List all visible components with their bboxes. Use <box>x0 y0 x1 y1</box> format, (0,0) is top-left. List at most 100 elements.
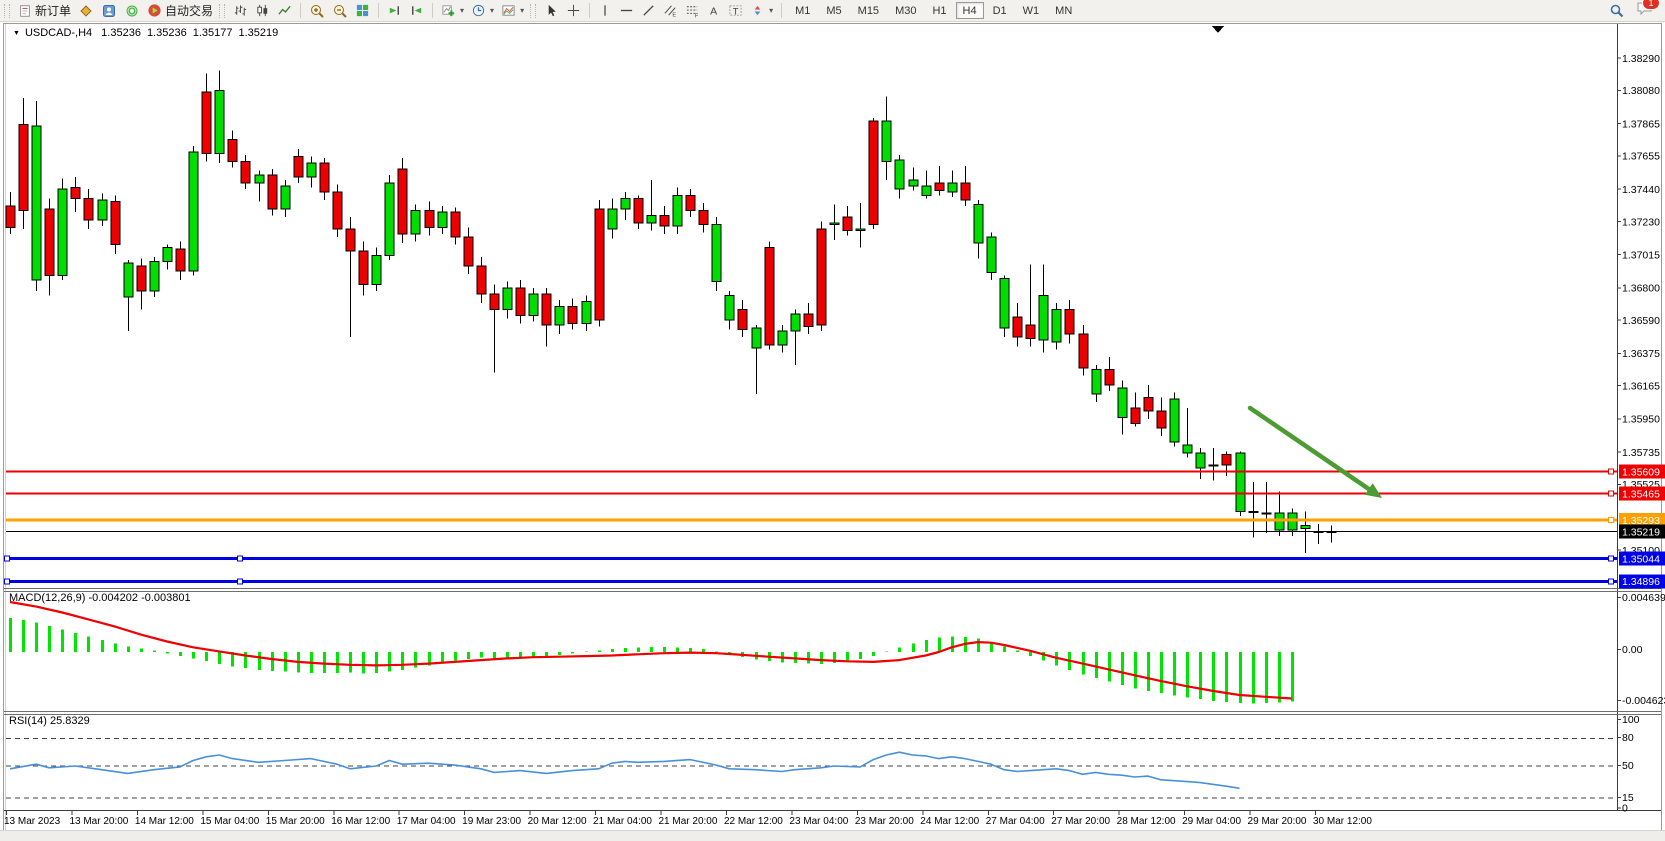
crosshair-button[interactable] <box>563 1 584 20</box>
toolbar-grip <box>219 3 226 18</box>
notifications-button[interactable]: 1 <box>1636 0 1660 21</box>
svg-text:15: 15 <box>1622 792 1634 804</box>
periods-button[interactable]: ▾ <box>468 1 497 20</box>
line-handle[interactable] <box>1608 517 1614 524</box>
text-button[interactable]: A <box>704 1 724 20</box>
hline-1.35465[interactable] <box>6 490 1617 497</box>
dropdown-caret-icon[interactable]: ▾ <box>769 5 774 15</box>
hline-1.35044[interactable] <box>4 555 1618 562</box>
bar-chart-button[interactable] <box>230 1 251 20</box>
price-badges: 1.35609 1.35465 1.35293 1.35044 1.34896 1.352… <box>1619 464 1665 589</box>
svg-text:1.35219: 1.35219 <box>1622 526 1660 538</box>
candlestick-chart-button[interactable] <box>252 1 273 20</box>
svg-text:23 Mar 04:00: 23 Mar 04:00 <box>789 816 848 827</box>
cursor-button[interactable] <box>541 1 562 20</box>
rsi-panel: 100 80 50 150 <box>6 714 1640 815</box>
tile-windows-button[interactable] <box>352 1 373 20</box>
toolbar-right: 1 <box>1606 0 1663 21</box>
collapse-icon[interactable]: ▼ <box>13 29 20 37</box>
svg-text:13 Mar 20:00: 13 Mar 20:00 <box>69 816 128 827</box>
dropdown-caret-icon[interactable]: ▾ <box>520 5 525 15</box>
templates-button[interactable]: ▾ <box>498 1 527 20</box>
svg-text:0: 0 <box>1622 803 1628 815</box>
quote-open: 1.35236 <box>101 27 141 39</box>
auto-trading-button[interactable]: 自动交易 <box>144 1 216 20</box>
equidistant-channel-button[interactable]: E <box>660 1 681 20</box>
market-watch-button[interactable] <box>75 1 97 20</box>
timeframe-button-m1[interactable]: M1 <box>788 2 817 19</box>
svg-text:15 Mar 04:00: 15 Mar 04:00 <box>200 816 259 827</box>
timeframe-button-w1[interactable]: W1 <box>1016 2 1047 19</box>
new-order-icon <box>18 4 32 18</box>
annotations[interactable] <box>1247 405 1382 498</box>
macd-signal-line <box>9 600 1292 700</box>
horizontal-lines[interactable] <box>4 468 1618 585</box>
line-handle[interactable] <box>1608 468 1614 475</box>
svg-text:1.38080: 1.38080 <box>1622 85 1660 97</box>
timeframe-button-m5[interactable]: M5 <box>819 2 848 19</box>
vertical-line-icon <box>598 3 612 18</box>
dropdown-caret-icon[interactable]: ▾ <box>460 5 465 15</box>
toolbar-separator <box>432 3 434 18</box>
zoom-out-button[interactable] <box>329 1 351 20</box>
line-handle[interactable] <box>1608 578 1614 585</box>
svg-text:1.37655: 1.37655 <box>1622 151 1660 163</box>
timeframe-button-m15[interactable]: M15 <box>851 2 886 19</box>
arrows-button[interactable]: ▾ <box>747 1 776 20</box>
hline-1.35609[interactable] <box>6 468 1617 475</box>
fibonacci-button[interactable]: F <box>682 1 703 20</box>
trend-arrow[interactable] <box>1247 405 1382 498</box>
signal-icon <box>124 3 140 19</box>
svg-text:1.35735: 1.35735 <box>1622 447 1660 459</box>
svg-text:100: 100 <box>1622 714 1640 726</box>
symbol-header[interactable]: ▼ USDCAD-,H4 1.35236 1.35236 1.35177 1.3… <box>13 27 284 39</box>
timeframe-button-h1[interactable]: H1 <box>925 2 953 19</box>
line-chart-button[interactable] <box>274 1 295 20</box>
timeframe-button-mn[interactable]: MN <box>1048 2 1079 19</box>
hline-1.35293[interactable] <box>6 517 1617 524</box>
line-handle[interactable] <box>4 578 10 585</box>
trendline-button[interactable] <box>638 1 659 20</box>
timeframe-toolbar: M1 M5 M15 M30 H1 H4 D1 W1 MN <box>787 2 1080 19</box>
macd-label: MACD(12,26,9) -0.004202 -0.003801 <box>9 592 191 604</box>
toolbar-separator <box>781 3 783 18</box>
hline-1.34896[interactable] <box>4 578 1618 585</box>
line-handle[interactable] <box>237 555 243 562</box>
text-label-button[interactable]: T <box>725 1 746 20</box>
chart-shift-button[interactable] <box>406 1 427 20</box>
search-button[interactable] <box>1606 1 1628 20</box>
indicators-icon <box>441 3 456 18</box>
dropdown-caret-icon[interactable]: ▾ <box>490 5 495 15</box>
svg-text:1.36590: 1.36590 <box>1622 315 1660 327</box>
timeframe-button-h4[interactable]: H4 <box>955 2 984 19</box>
line-handle[interactable] <box>4 555 10 562</box>
rsi-label: RSI(14) 25.8329 <box>9 715 90 727</box>
fibonacci-icon: F <box>685 3 700 18</box>
new-order-button[interactable]: 新订单 <box>15 1 74 20</box>
gold-diamond-icon <box>78 3 94 19</box>
chart-shift-icon <box>409 3 424 18</box>
line-handle[interactable] <box>1608 490 1614 497</box>
time-axis[interactable]: 13 Mar 2023 13 Mar 20:00 14 Mar 12:00 15 Ma… <box>4 810 1372 828</box>
crosshair-icon <box>566 3 581 18</box>
timeframe-button-d1[interactable]: D1 <box>986 2 1014 19</box>
zoom-in-button[interactable] <box>306 1 328 20</box>
indicators-button[interactable]: ▾ <box>438 1 467 20</box>
svg-text:29 Mar 04:00: 29 Mar 04:00 <box>1182 816 1241 827</box>
auto-trading-label: 自动交易 <box>165 4 214 18</box>
trendline-icon <box>641 3 656 18</box>
svg-text:1.37230: 1.37230 <box>1622 216 1660 228</box>
timeframe-button-m30[interactable]: M30 <box>888 2 923 19</box>
signal-button[interactable] <box>121 1 143 20</box>
horizontal-line-button[interactable] <box>616 1 637 20</box>
profile-button[interactable] <box>98 1 120 20</box>
line-handle[interactable] <box>1608 555 1614 562</box>
templates-icon <box>501 3 516 18</box>
price-axis[interactable]: 1.38290 1.38080 1.37865 1.37655 1.37440 1.372… <box>1617 53 1660 557</box>
svg-text:30 Mar 12:00: 30 Mar 12:00 <box>1313 816 1372 827</box>
line-handle[interactable] <box>237 578 243 585</box>
auto-scroll-button[interactable] <box>384 1 405 20</box>
vertical-line-button[interactable] <box>595 1 615 20</box>
toolbar-separator <box>378 3 380 18</box>
